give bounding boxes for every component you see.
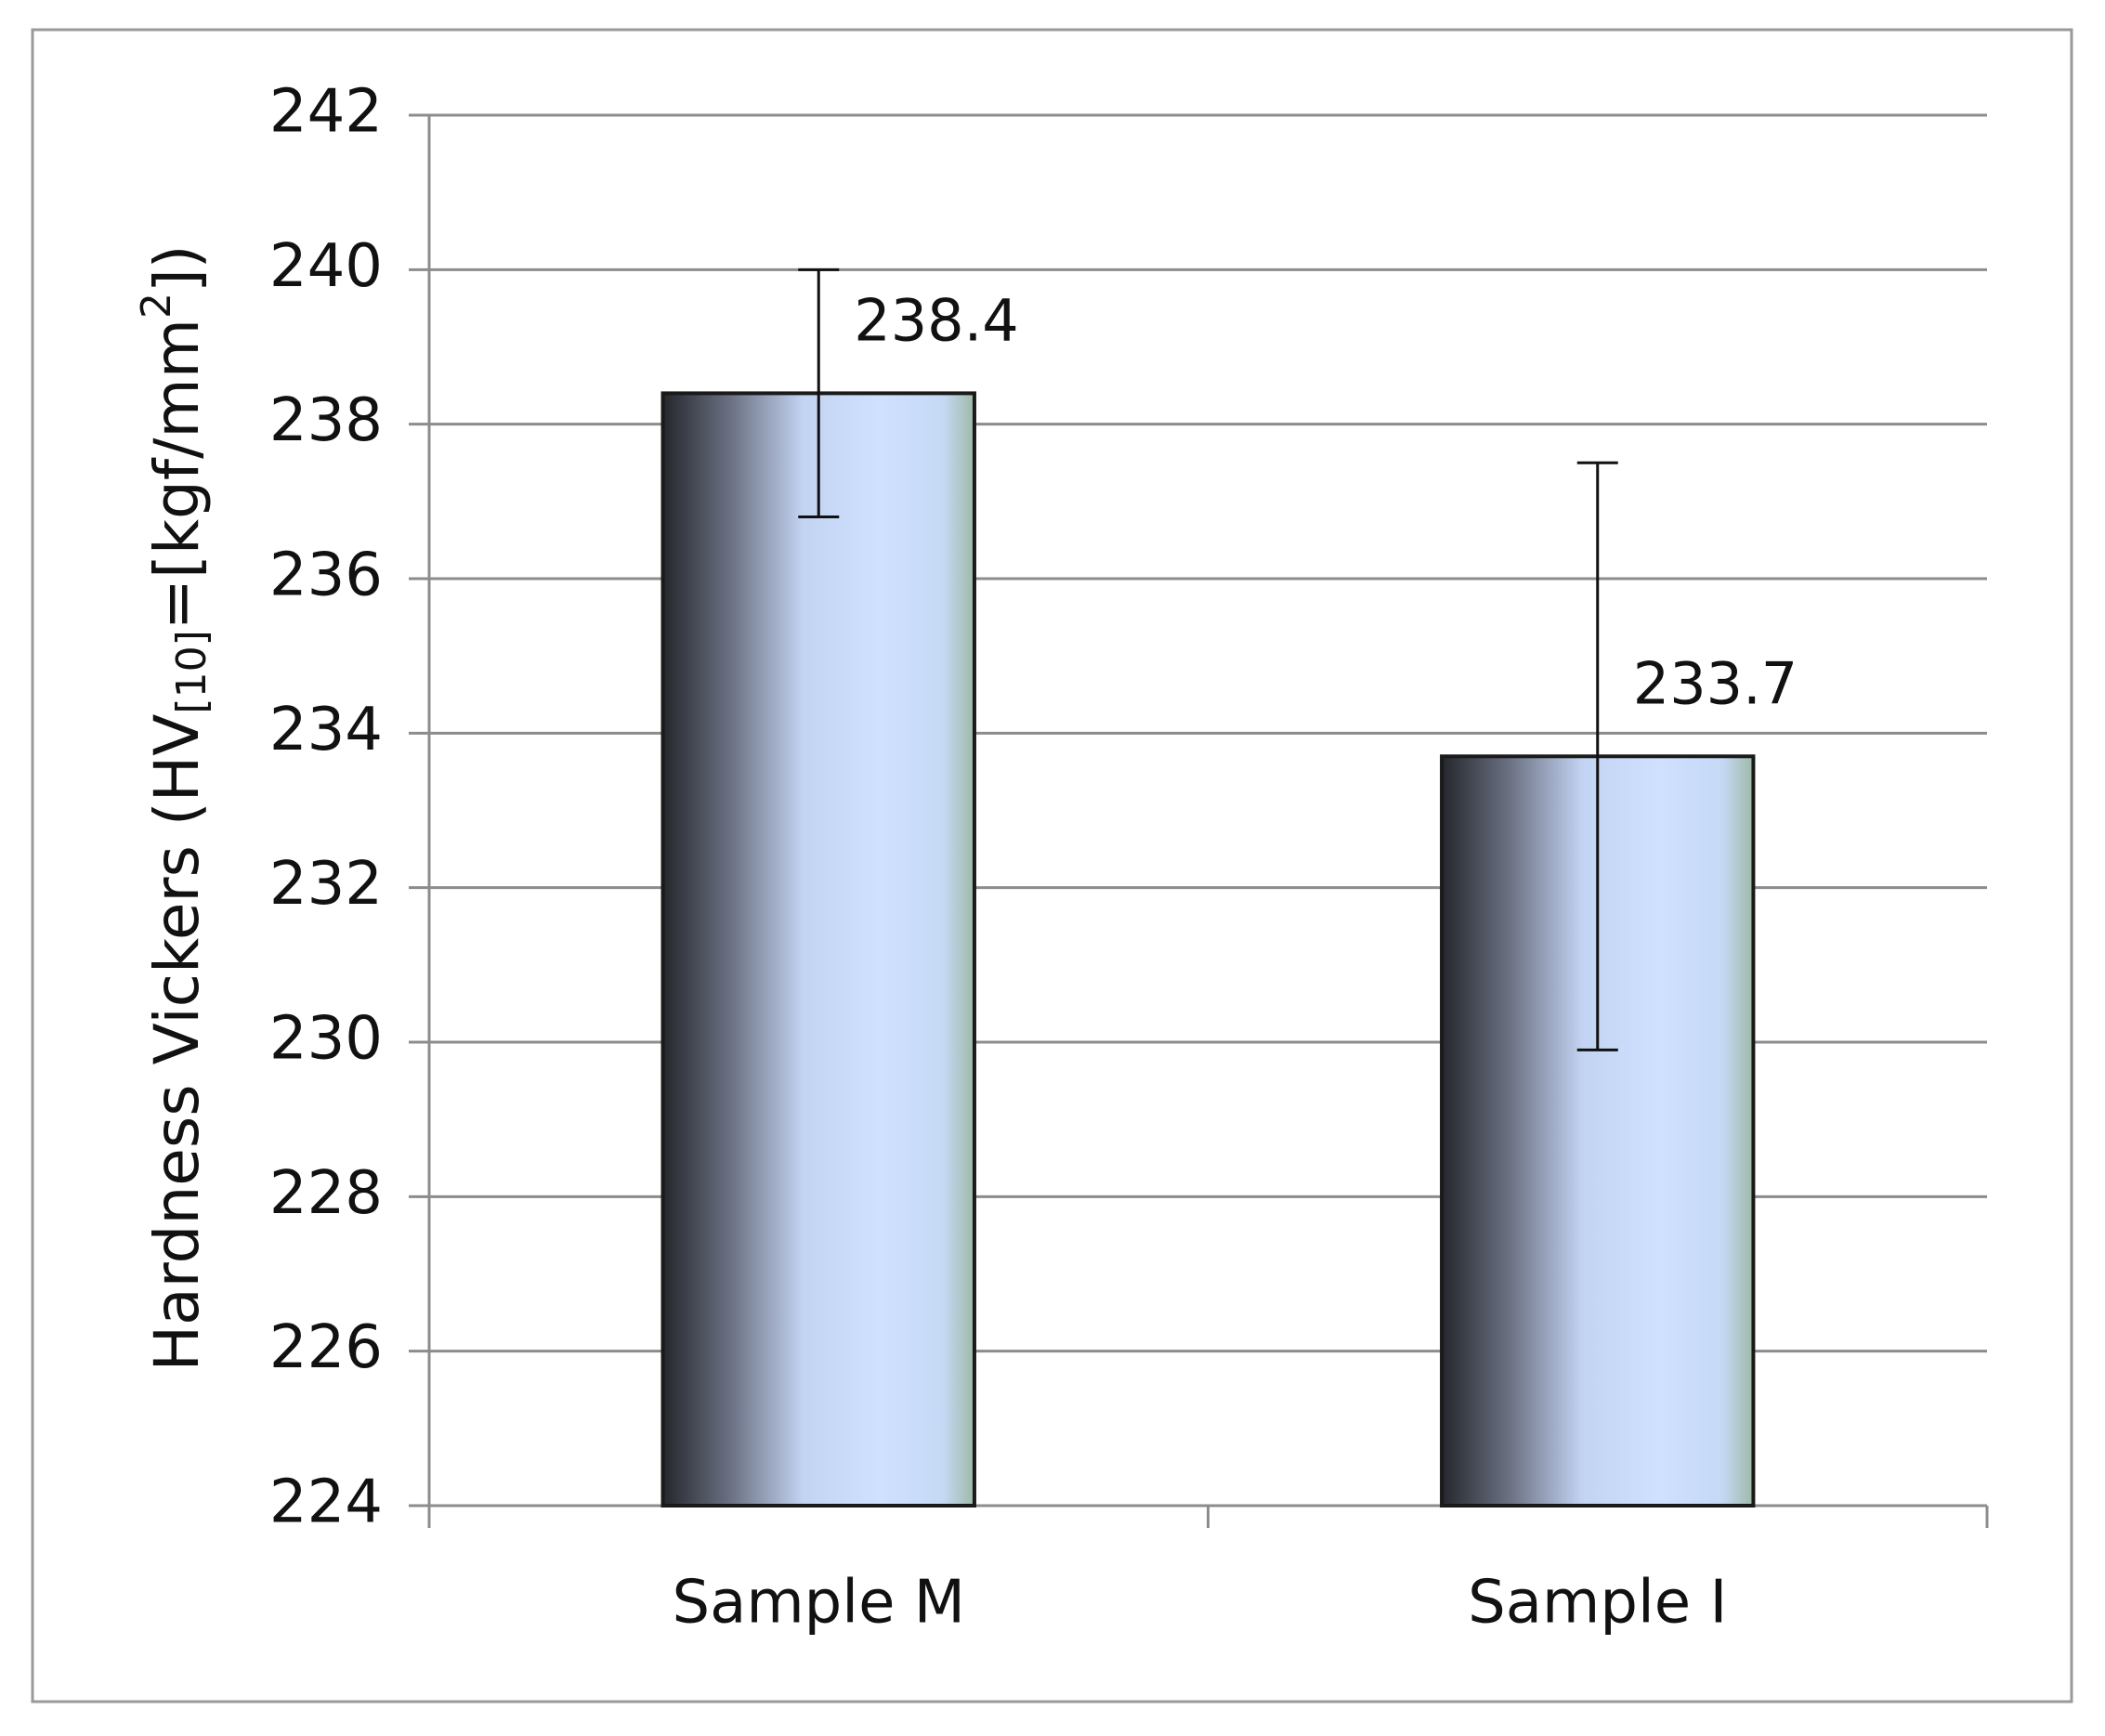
y-label-part: ])	[141, 244, 213, 293]
x-tick-label: Sample I	[1468, 1569, 1727, 1638]
value-label: 238.4	[854, 286, 1019, 354]
y-tick-label: 236	[269, 542, 383, 610]
y-tick-label: 240	[269, 232, 383, 301]
y-axis-label: Hardness Vickers (HV[10]=[kgf/mm2])	[133, 244, 216, 1371]
error-bar	[1576, 461, 1618, 1051]
error-bar	[798, 268, 840, 518]
y-label-superscript: 2	[133, 293, 180, 319]
y-tick-label: 232	[269, 850, 383, 919]
y-tick-label: 228	[269, 1159, 383, 1228]
x-tick-label: Sample M	[672, 1569, 965, 1638]
y-label-part: Hardness Vickers (HV	[141, 714, 213, 1372]
y-tick-label: 230	[269, 1005, 383, 1074]
bar	[660, 391, 976, 1508]
value-label: 233.7	[1633, 649, 1798, 717]
y-label-subscript: [10]	[168, 630, 216, 713]
y-tick-label: 238	[269, 386, 383, 455]
y-tick-label: 226	[269, 1313, 383, 1382]
y-tick-label: 224	[269, 1468, 383, 1537]
y-tick-label: 242	[269, 78, 383, 147]
y-tick-label: 234	[269, 696, 383, 764]
y-label-part: =[kgf/mm	[141, 319, 213, 630]
